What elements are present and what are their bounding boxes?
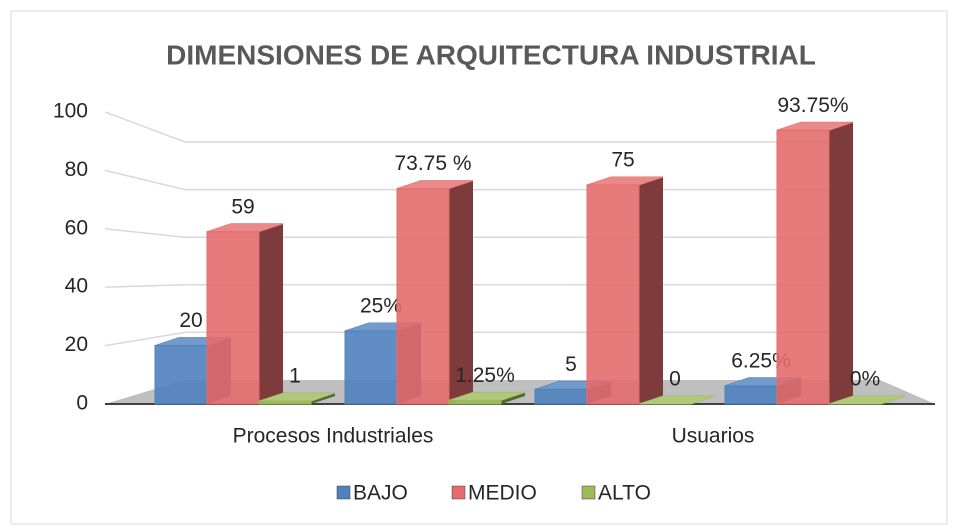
bar-top-light — [777, 122, 853, 131]
bar-front — [448, 399, 502, 405]
data-label: 6.25% — [731, 349, 791, 372]
bar-side-shade — [449, 180, 473, 404]
bar — [638, 395, 716, 405]
data-label: 93.75% — [777, 94, 848, 117]
bar-side-shade — [501, 392, 525, 404]
x-tick-label: Procesos Industriales — [233, 425, 434, 448]
bar — [258, 392, 336, 405]
bar-front — [206, 231, 260, 405]
bar — [206, 223, 284, 405]
data-label: 73.75 % — [394, 152, 471, 175]
bar-side — [259, 223, 283, 404]
bar-top-light — [829, 396, 905, 404]
bar-top-light — [639, 396, 715, 404]
data-label: 1 — [289, 365, 301, 388]
bar-front — [344, 330, 398, 405]
bar-front — [258, 400, 312, 405]
bar-front — [154, 345, 208, 405]
bar — [396, 180, 474, 405]
data-label: 59 — [231, 195, 254, 218]
bar-top-light — [587, 177, 663, 185]
data-label: 1.25% — [455, 364, 515, 387]
y-tick-label: 60 — [65, 216, 88, 239]
bar-side — [449, 180, 473, 404]
x-tick-label: Usuarios — [672, 425, 755, 448]
bar-top-light — [449, 392, 525, 401]
legend-label: ALTO — [598, 482, 651, 505]
bar-side-shade — [259, 223, 283, 404]
y-tick-label: 80 — [65, 158, 88, 181]
bar-top-light — [207, 223, 283, 232]
bar-side-shade — [829, 122, 853, 404]
bar-front — [534, 388, 588, 405]
legend-label: BAJO — [353, 482, 408, 505]
y-tick-label: 40 — [65, 275, 88, 298]
bar-front — [586, 184, 640, 405]
chart-title: DIMENSIONES DE ARQUITECTURA INDUSTRIAL — [166, 39, 816, 70]
y-tick-label: 0 — [76, 392, 88, 415]
bar-side-shade — [311, 393, 335, 404]
bar — [586, 176, 664, 405]
data-label: 20 — [179, 309, 202, 332]
bar-top-light — [259, 393, 335, 402]
bar-side — [501, 392, 525, 404]
grid-line — [104, 111, 848, 143]
y-tick-label: 20 — [65, 333, 88, 356]
data-label: 0% — [850, 368, 880, 391]
data-label: 5 — [565, 353, 577, 376]
data-label: 25% — [360, 295, 402, 318]
legend-swatch — [336, 485, 351, 500]
bar — [776, 121, 854, 405]
bar-top-light — [397, 180, 473, 189]
bar-top — [638, 395, 716, 405]
data-label: 0 — [669, 368, 681, 391]
bar-side — [639, 177, 663, 404]
bar-side — [311, 393, 335, 404]
data-label: 75 — [611, 149, 634, 172]
legend-swatch — [581, 485, 596, 500]
bar-front — [396, 188, 450, 405]
bar-side — [829, 122, 853, 404]
legend-label: MEDIO — [468, 482, 537, 505]
bar-front — [776, 129, 830, 405]
bar — [448, 391, 526, 405]
y-tick-label: 100 — [53, 100, 88, 123]
bar — [828, 395, 906, 405]
bar-front — [724, 385, 778, 405]
bar-top — [828, 395, 906, 405]
legend-swatch — [451, 485, 466, 500]
bar-side-shade — [639, 177, 663, 404]
